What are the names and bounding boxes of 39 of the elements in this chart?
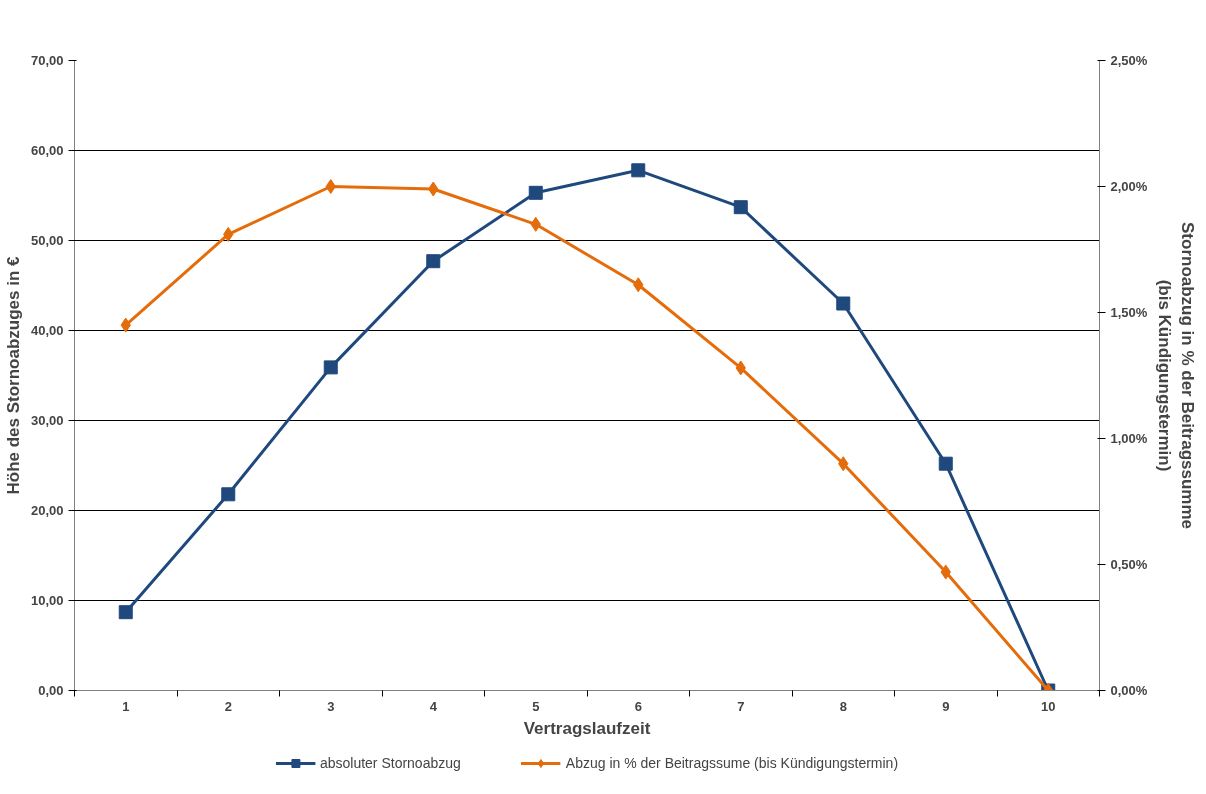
point	[323, 360, 338, 375]
point	[221, 487, 236, 502]
x-tick-label: 5	[532, 698, 540, 714]
point	[836, 296, 851, 311]
y-tick-label: 10,00	[30, 593, 64, 608]
point	[426, 254, 441, 269]
y2-tick-label: 2,00%	[1110, 179, 1148, 194]
y2-tick-label: 1,00%	[1110, 431, 1148, 446]
legend-label: Abzug in % der Beitragssume (bis Kündigungstermin)	[565, 754, 899, 771]
y-tick-label: 70,00	[30, 53, 64, 68]
y-tick-label: 20,00	[30, 503, 64, 518]
point	[528, 185, 543, 200]
x-tick-label: 9	[942, 698, 950, 714]
y2-tick-label: 2,50%	[1110, 53, 1148, 68]
y-tick-label: 30,00	[30, 413, 64, 428]
y2-axis-title: Stornoabzug in % der Beitragssumme (bis Kündigungstermin)	[1155, 222, 1198, 529]
y-tick-label: 60,00	[30, 143, 64, 158]
x-tick-label: 7	[737, 698, 745, 714]
x-tick-label: 2	[224, 698, 232, 714]
x-axis-title: Vertragslaufzeit	[523, 718, 651, 738]
x-tick-label: 3	[327, 698, 335, 714]
point	[938, 456, 953, 471]
y-tick-label: 40,00	[30, 323, 64, 338]
point	[733, 200, 748, 215]
x-tick-label: 10	[1041, 698, 1056, 714]
x-tick-label: 6	[634, 698, 642, 714]
y-tick-label: 50,00	[30, 233, 64, 248]
point	[325, 179, 336, 194]
point	[631, 163, 646, 178]
y2-tick-label: 1,50%	[1110, 305, 1148, 320]
x-tick-label: 1	[122, 698, 130, 714]
y-axis-title: Höhe des Stornoabzuges in €	[3, 255, 23, 495]
y-tick-label: 0,00	[38, 683, 64, 698]
y2-tick-label: 0,50%	[1110, 557, 1148, 572]
point	[118, 605, 133, 620]
x-tick-label: 8	[839, 698, 847, 714]
legend-label: absoluter Stornoabzug	[319, 754, 461, 771]
y2-tick-label: 0,00%	[1110, 683, 1148, 698]
x-tick-label: 4	[429, 698, 438, 714]
